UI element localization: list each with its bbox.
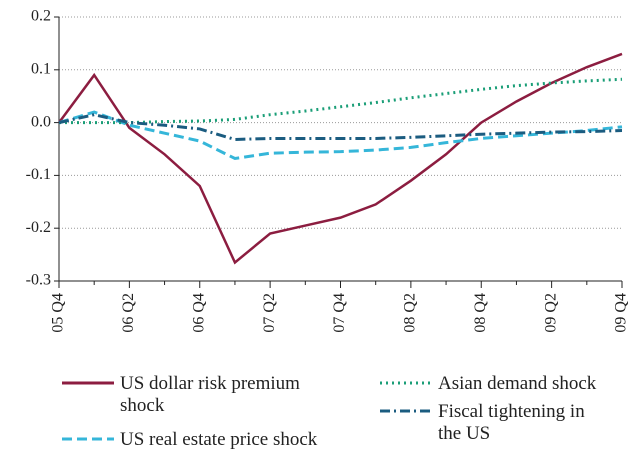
legend-swatch bbox=[62, 437, 114, 441]
y-tick-label: -0.2 bbox=[26, 219, 51, 236]
legend-label: Asian demand shock bbox=[438, 373, 597, 394]
legend-item: US real estate price shock bbox=[60, 429, 380, 451]
series-line bbox=[57, 52, 623, 265]
y-tick-label: 0.1 bbox=[31, 60, 51, 77]
legend-label: US dollar risk premium shock bbox=[120, 373, 300, 416]
series-line bbox=[59, 77, 623, 125]
y-tick-label: 0.2 bbox=[31, 8, 51, 25]
legend-item: US dollar risk premium shock bbox=[60, 373, 325, 417]
x-tick-label: 07 Q2 bbox=[261, 293, 278, 333]
legend-label: Fiscal tightening in the US bbox=[438, 401, 585, 444]
x-tick-label: 08 Q2 bbox=[402, 293, 419, 333]
x-tick-label: 05 Q4 bbox=[50, 293, 67, 333]
x-tick-label: 06 Q2 bbox=[120, 293, 137, 333]
legend-label: US real estate price shock bbox=[120, 429, 318, 450]
legend-swatch bbox=[380, 409, 432, 413]
x-tick-label: 09 Q4 bbox=[613, 293, 630, 333]
y-tick-label: 0.0 bbox=[31, 113, 51, 130]
series-line bbox=[58, 113, 623, 142]
x-tick-label: 08 Q4 bbox=[472, 293, 489, 333]
legend-swatch bbox=[62, 381, 114, 385]
legend-swatch bbox=[380, 381, 432, 385]
y-tick-label: -0.3 bbox=[26, 272, 51, 289]
series-line bbox=[58, 110, 623, 161]
legend-item: Fiscal tightening in the US bbox=[378, 401, 593, 445]
y-tick-label: -0.1 bbox=[26, 166, 51, 183]
x-tick-label: 09 Q2 bbox=[542, 293, 559, 333]
x-tick-label: 07 Q4 bbox=[331, 293, 348, 333]
x-tick-label: 06 Q4 bbox=[190, 293, 207, 333]
chart: -0.3 -0.2 -0.1 0.0 0.1 0.2 05 Q4 06 Q2 06 Q4 07 Q… bbox=[26, 8, 630, 333]
legend-item: Asian demand shock bbox=[378, 373, 643, 395]
